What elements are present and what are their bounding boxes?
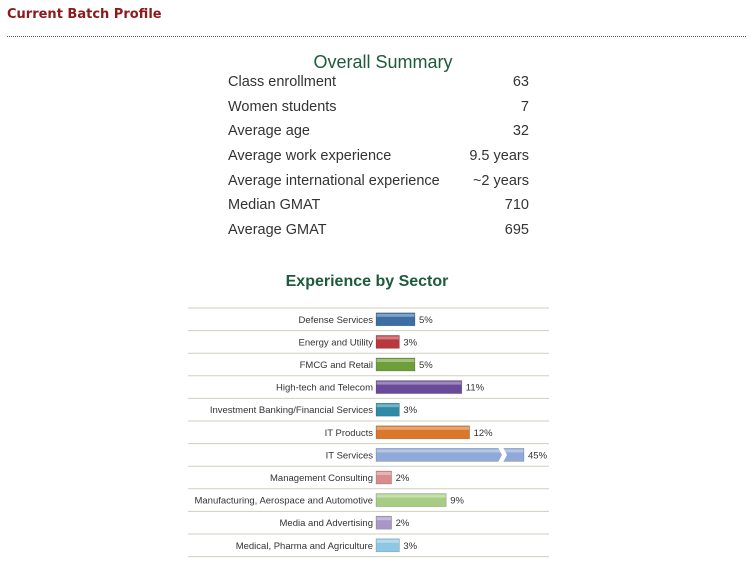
bar [375, 357, 416, 372]
summary-label: Average GMAT [228, 222, 327, 239]
summary-row-median-gmat: Median GMAT 710 [228, 193, 529, 218]
bar-highlight [376, 426, 470, 430]
bar [375, 380, 463, 394]
summary-title: Overall Summary [313, 52, 453, 72]
bar-highlight [376, 472, 392, 475]
summary-row-work-experience: Average work experience 9.5 years [228, 144, 529, 169]
bar [375, 538, 400, 553]
summary-label: Average age [228, 123, 310, 140]
summary-label: Class enrollment [228, 74, 336, 90]
summary-value: 9.5 years [469, 148, 529, 165]
page-title: Current Batch Profile [7, 7, 162, 22]
bar [375, 335, 400, 349]
summary-row-intl-experience: Average international experience ~2 year… [228, 169, 529, 194]
summary-row-enrollment: Class enrollment 63 [228, 70, 529, 95]
summary-value: 710 [504, 197, 529, 214]
bar-highlight [376, 359, 415, 362]
data-label: 3% [403, 405, 417, 416]
category-label: IT Services [326, 450, 374, 461]
data-label: 12% [474, 428, 494, 439]
bar [375, 312, 416, 327]
category-label: Media and Advertising [280, 518, 373, 529]
bar-highlight [376, 449, 524, 453]
category-label: Energy and Utility [299, 337, 374, 348]
summary-label: Average international experience [228, 172, 440, 189]
data-label: 11% [466, 383, 485, 394]
header-divider [7, 36, 746, 37]
summary-row-age: Average age 32 [228, 119, 529, 144]
data-label: 5% [419, 360, 433, 371]
category-label: Defense Services [299, 315, 374, 326]
data-label: 3% [403, 337, 417, 348]
bar-highlight [376, 494, 446, 498]
bar-highlight [376, 404, 399, 408]
bar [375, 425, 470, 440]
bar [375, 493, 447, 507]
bar [375, 402, 400, 417]
summary-row-women: Women students 7 [228, 95, 529, 120]
summary-value: 63 [512, 74, 529, 90]
category-label: IT Products [325, 428, 374, 439]
summary-row-average-gmat: Average GMAT 695 [228, 218, 529, 243]
bar-highlight [376, 539, 399, 543]
bar-highlight [376, 336, 399, 340]
data-label: 9% [450, 496, 464, 507]
category-label: Management Consulting [270, 473, 373, 484]
data-label: 3% [403, 541, 417, 552]
summary-table: Class enrollment 63 Women students 7 Ave… [228, 70, 529, 243]
bar-highlight [376, 517, 392, 521]
data-label: 2% [396, 473, 410, 484]
summary-label: Median GMAT [228, 197, 321, 214]
bar [375, 448, 525, 462]
summary-value: ~2 years [472, 172, 529, 189]
bar [375, 470, 392, 485]
bar-highlight [376, 381, 462, 385]
data-label: 5% [419, 315, 433, 326]
summary-label: Women students [228, 98, 337, 115]
axis-break-marker [498, 447, 507, 463]
category-label: High-tech and Telecom [276, 383, 373, 394]
category-label: Manufacturing, Aerospace and Automotive [194, 496, 373, 507]
data-label: 2% [396, 518, 410, 529]
summary-value: 32 [512, 123, 529, 140]
data-label: 45% [528, 450, 548, 461]
summary-label: Average work experience [228, 148, 392, 165]
chart-title: Experience by Sector [285, 273, 449, 290]
summary-value: 7 [520, 98, 529, 115]
category-label: Medical, Pharma and Agriculture [236, 541, 373, 552]
bar-highlight [376, 313, 415, 317]
category-label: FMCG and Retail [300, 360, 373, 371]
category-label: Investment Banking/Financial Services [210, 405, 373, 416]
bar [375, 515, 392, 530]
summary-value: 695 [504, 222, 529, 239]
